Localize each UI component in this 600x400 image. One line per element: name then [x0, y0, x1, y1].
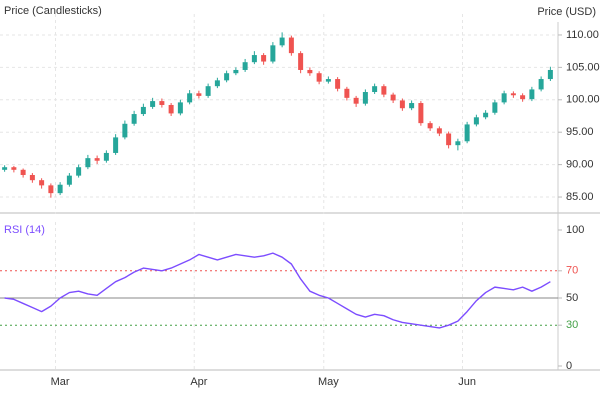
y-tick-label: 85.00	[566, 191, 594, 203]
candle-body	[214, 80, 220, 87]
candle-body	[233, 69, 239, 74]
candle-body	[140, 106, 146, 115]
candle-body	[205, 86, 211, 96]
y-tick-label: 30	[566, 319, 578, 331]
candle-body	[48, 185, 54, 194]
y-tick-label: 50	[566, 292, 578, 304]
candle-body	[501, 93, 507, 103]
candle-body	[39, 180, 45, 186]
y-tick-label: 100	[566, 224, 584, 236]
candle-body	[372, 86, 378, 93]
candle-body	[344, 88, 350, 98]
y-tick-label: 110.00	[566, 29, 599, 41]
candle-body	[362, 92, 368, 104]
candle-body	[187, 93, 193, 103]
candle-body	[20, 169, 26, 175]
chart-title: Price (Candlesticks)	[4, 5, 102, 17]
candle-body	[177, 102, 183, 114]
candle-body	[298, 53, 304, 70]
candle-body	[436, 128, 442, 134]
candle-body	[473, 117, 479, 125]
candle-body	[520, 95, 526, 100]
rsi-line	[4, 252, 551, 329]
y-tick-label: 105.00	[566, 61, 600, 73]
candle-body	[455, 141, 461, 146]
candle-body	[547, 69, 553, 80]
candle-body	[196, 93, 202, 96]
candle-body	[103, 152, 109, 161]
y-tick-label: 90.00	[566, 159, 594, 171]
candle-body	[427, 123, 433, 129]
candle-body	[418, 103, 424, 124]
y-tick-label: 95.00	[566, 126, 594, 138]
candle-body	[76, 167, 82, 176]
candle-body	[94, 158, 100, 161]
candle-body	[29, 174, 35, 181]
x-tick-label: Mar	[51, 376, 70, 388]
candle-body	[57, 184, 63, 194]
candle-body	[279, 37, 285, 46]
candle-body	[85, 158, 91, 168]
candle-body	[251, 55, 257, 63]
candle-body	[113, 137, 119, 153]
candle-body	[464, 124, 470, 142]
candle-body	[483, 112, 489, 118]
x-tick-label: May	[318, 376, 339, 388]
candle-body	[510, 93, 516, 96]
candle-body	[150, 101, 156, 107]
candle-body	[409, 103, 415, 109]
candle-body	[288, 37, 294, 54]
candle-body	[353, 97, 359, 104]
candle-body	[316, 73, 322, 82]
candle-body	[446, 133, 452, 146]
x-tick-label: Apr	[190, 376, 207, 388]
candle-body	[131, 114, 137, 124]
candle-body	[261, 55, 267, 62]
candle-body	[492, 102, 498, 113]
candle-body	[381, 86, 387, 95]
candle-body	[270, 45, 276, 62]
candle-body	[307, 69, 313, 74]
candle-body	[242, 62, 248, 70]
candle-body	[335, 79, 341, 89]
y-tick-label: 0	[566, 360, 572, 372]
candle-body	[159, 101, 165, 105]
candle-body	[122, 123, 128, 138]
y-tick-label: 100.00	[566, 94, 600, 106]
candle-body	[325, 79, 331, 82]
rsi-title: RSI (14)	[4, 224, 45, 236]
candle-body	[390, 94, 396, 101]
candle-body	[168, 104, 174, 114]
candle-body	[529, 89, 535, 100]
x-tick-label: Jun	[458, 376, 476, 388]
candle-body	[66, 175, 72, 185]
candle-body	[224, 73, 230, 81]
candle-body	[11, 167, 17, 170]
candle-body	[2, 167, 8, 170]
candle-body	[399, 100, 405, 109]
y-tick-label: 70	[566, 265, 578, 277]
candle-body	[538, 79, 544, 90]
y-axis-label: Price (USD)	[537, 6, 596, 18]
